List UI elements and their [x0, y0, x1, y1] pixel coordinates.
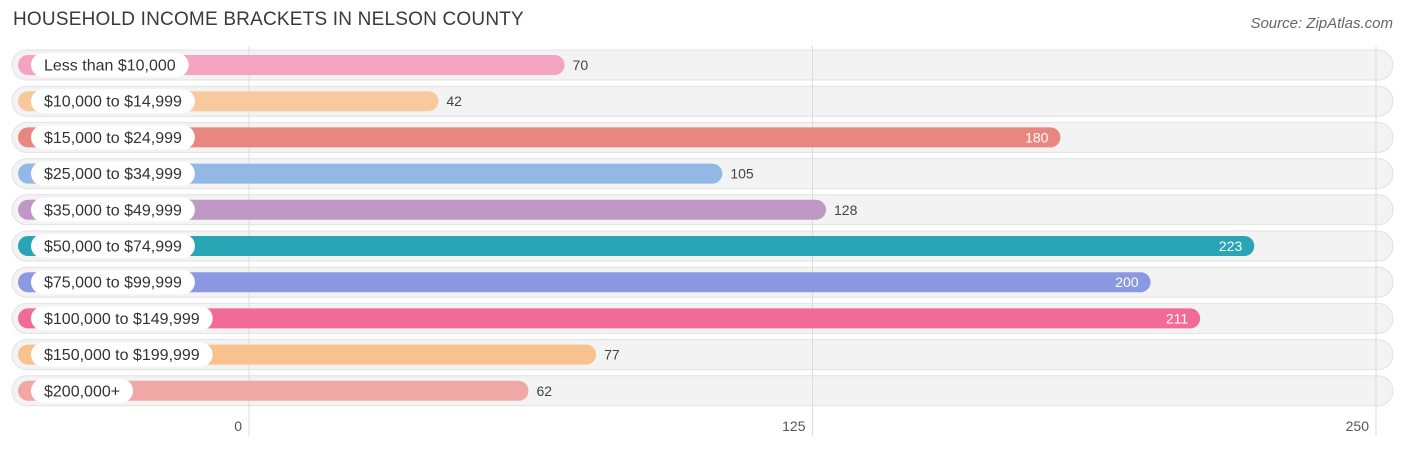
category-label-pill — [31, 89, 195, 114]
source-note: Source: ZipAtlas.com — [1250, 15, 1393, 32]
category-label-pill — [31, 270, 195, 295]
value-label: 105 — [730, 166, 754, 182]
category-label: $75,000 to $99,999 — [44, 275, 182, 292]
x-tick-label: 0 — [234, 418, 242, 434]
value-label: 70 — [573, 57, 589, 73]
bar — [18, 380, 529, 401]
category-label-pill — [31, 53, 189, 77]
category-label-pill — [31, 342, 213, 367]
category-label-pill — [31, 306, 213, 331]
chart-title: HOUSEHOLD INCOME BRACKETS IN NELSON COUN… — [13, 9, 524, 30]
bar — [18, 127, 1061, 148]
bar — [18, 236, 1255, 256]
category-label: $150,000 to $199,999 — [44, 347, 200, 364]
bar — [18, 272, 1151, 293]
value-label: 42 — [446, 93, 462, 109]
x-tick-label: 125 — [782, 418, 806, 434]
bar — [18, 308, 1201, 329]
category-label: Less than $10,000 — [44, 58, 176, 75]
category-label-pill — [31, 234, 195, 258]
category-label-pill — [31, 378, 134, 403]
value-label: 200 — [1115, 274, 1139, 290]
value-label: 77 — [604, 347, 620, 363]
category-label: $35,000 to $49,999 — [44, 202, 182, 219]
category-label: $100,000 to $149,999 — [44, 311, 200, 328]
category-label-pill — [31, 161, 195, 186]
value-label: 128 — [834, 202, 858, 218]
category-label: $15,000 to $24,999 — [44, 130, 182, 147]
category-label: $50,000 to $74,999 — [44, 239, 182, 256]
category-label: $200,000+ — [44, 383, 120, 400]
bar — [18, 199, 827, 220]
category-label-pill — [31, 197, 195, 222]
value-label: 211 — [1166, 310, 1189, 326]
value-label: 223 — [1219, 238, 1243, 254]
bar — [18, 163, 723, 184]
category-label-pill — [31, 125, 195, 150]
x-tick-label: 250 — [1346, 418, 1370, 434]
value-label: 62 — [536, 383, 552, 399]
category-label: $25,000 to $34,999 — [44, 166, 182, 183]
category-label: $10,000 to $14,999 — [44, 94, 182, 111]
value-label: 180 — [1025, 129, 1049, 145]
